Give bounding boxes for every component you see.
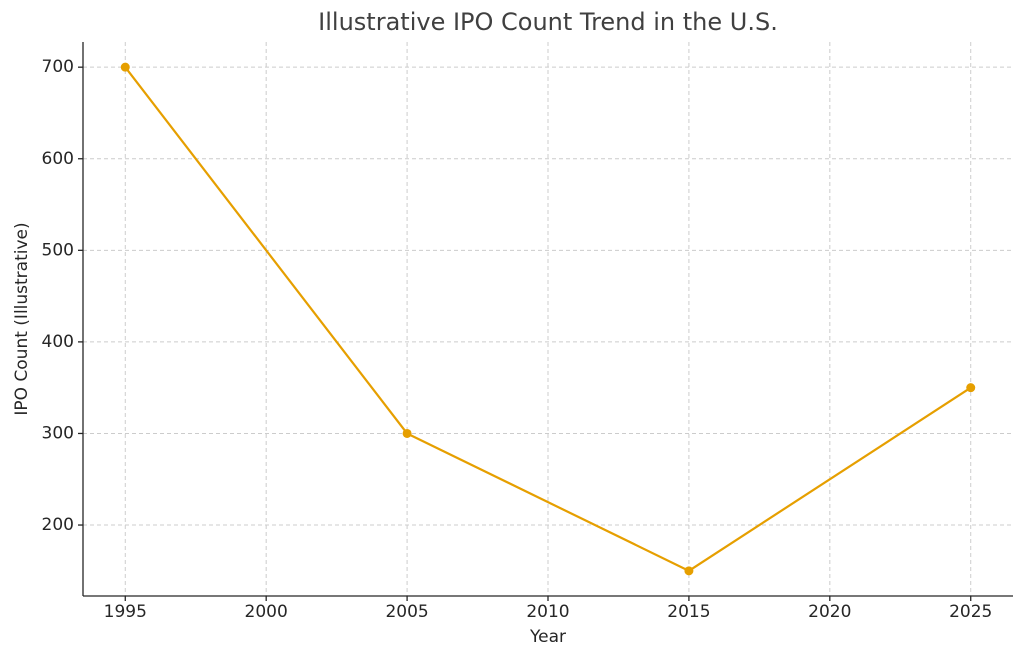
y-tick-label: 700 <box>42 57 74 77</box>
chart-title: Illustrative IPO Count Trend in the U.S. <box>318 8 778 36</box>
x-tick-label: 2020 <box>808 602 851 622</box>
y-tick-label: 500 <box>42 240 74 260</box>
x-tick-label: 2005 <box>385 602 428 622</box>
x-tick-label: 1995 <box>104 602 147 622</box>
point <box>402 428 412 438</box>
x-tick-label: 2015 <box>667 602 710 622</box>
point <box>684 566 694 576</box>
x-tick-label: 2010 <box>526 602 569 622</box>
y-tick-label: 300 <box>42 423 74 443</box>
x-axis-label: Year <box>529 627 566 647</box>
x-tick-label: 2000 <box>245 602 288 622</box>
y-tick-label: 600 <box>42 149 74 169</box>
point <box>966 383 976 393</box>
series-line <box>124 66 972 573</box>
y-axis-label: IPO Count (Illustrative) <box>12 222 32 415</box>
x-tick-label: 2025 <box>949 602 992 622</box>
point <box>120 62 130 72</box>
y-tick-label: 400 <box>42 332 74 352</box>
y-tick-label: 200 <box>42 515 74 535</box>
